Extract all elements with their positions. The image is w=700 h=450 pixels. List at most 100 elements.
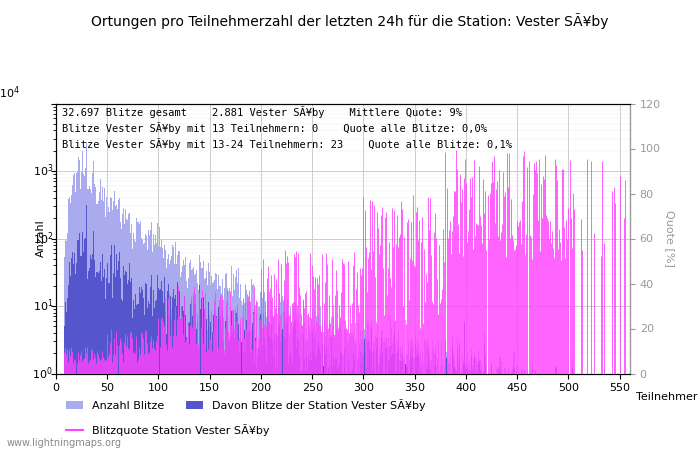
Bar [434, 366, 435, 450]
Bar [527, 371, 528, 450]
Bar [227, 288, 228, 450]
Bar [539, 398, 540, 450]
Bar [152, 316, 153, 450]
Bar [81, 256, 82, 450]
Bar [323, 332, 324, 450]
Bar [149, 235, 150, 450]
Bar [102, 187, 103, 450]
Bar [258, 307, 260, 450]
Bar [519, 380, 520, 450]
Bar [125, 209, 126, 450]
Bar [415, 344, 416, 450]
Bar [68, 198, 69, 450]
Bar [443, 380, 444, 450]
Bar [281, 334, 282, 450]
Bar [436, 366, 437, 450]
Bar [359, 381, 360, 450]
Bar [75, 192, 76, 450]
Bar [157, 275, 158, 450]
Bar [399, 374, 400, 450]
Bar [534, 383, 536, 450]
Bar [186, 337, 187, 450]
Bar [242, 305, 243, 450]
Bar [73, 264, 74, 450]
Bar [166, 334, 167, 450]
Bar [354, 342, 355, 450]
Bar [392, 353, 393, 450]
Bar [278, 328, 279, 450]
Bar [330, 388, 331, 450]
Bar [82, 232, 83, 450]
Bar [125, 270, 126, 450]
Bar [235, 277, 236, 450]
Bar [249, 300, 250, 450]
Bar [485, 363, 486, 450]
Bar [319, 325, 320, 450]
Bar [284, 312, 285, 450]
Bar [419, 403, 421, 450]
Bar [66, 233, 68, 450]
Bar [174, 299, 176, 450]
Bar [474, 356, 475, 450]
Bar [295, 302, 296, 450]
Bar [458, 359, 459, 450]
Bar [386, 377, 388, 450]
Bar [401, 361, 402, 450]
Bar [306, 328, 307, 450]
Bar [196, 270, 197, 450]
Bar [145, 234, 146, 450]
Bar [567, 392, 568, 450]
Bar [165, 250, 166, 450]
Bar [202, 326, 203, 450]
Bar [90, 255, 92, 450]
Bar [75, 274, 76, 450]
Bar [435, 344, 436, 450]
Bar [166, 268, 167, 450]
Bar [316, 316, 317, 450]
Bar [518, 367, 519, 450]
Bar [101, 200, 102, 450]
Bar [549, 378, 550, 450]
Bar [237, 317, 238, 450]
Bar [531, 400, 532, 450]
Bar [499, 357, 500, 450]
Bar [366, 368, 367, 450]
Bar [252, 285, 253, 450]
Bar [113, 201, 114, 450]
Bar [258, 347, 260, 450]
Bar [500, 356, 501, 450]
Bar [153, 234, 154, 450]
Bar [328, 338, 329, 450]
Bar [559, 374, 560, 450]
Bar [451, 372, 452, 450]
Bar [563, 383, 564, 450]
Bar [450, 357, 451, 450]
Bar [238, 324, 239, 450]
Bar [438, 381, 439, 450]
Bar [80, 256, 81, 450]
Bar [415, 334, 416, 450]
Bar [602, 382, 603, 450]
Bar [218, 274, 220, 450]
Bar [421, 373, 422, 450]
Bar [127, 220, 128, 450]
Bar [438, 342, 439, 450]
Bar [84, 239, 85, 450]
Bar [276, 308, 277, 450]
Bar [70, 276, 71, 450]
Bar [220, 330, 221, 450]
Bar [241, 342, 242, 450]
Bar [554, 367, 556, 450]
Bar [108, 284, 110, 450]
Bar [86, 142, 88, 450]
Bar [99, 261, 101, 450]
Bar [283, 310, 284, 450]
Bar [260, 292, 262, 450]
Bar [370, 328, 371, 450]
Bar [349, 333, 350, 450]
Bar [510, 379, 512, 450]
Bar [408, 374, 409, 450]
Bar [293, 325, 294, 450]
Bar [148, 301, 149, 450]
Bar [476, 360, 477, 450]
